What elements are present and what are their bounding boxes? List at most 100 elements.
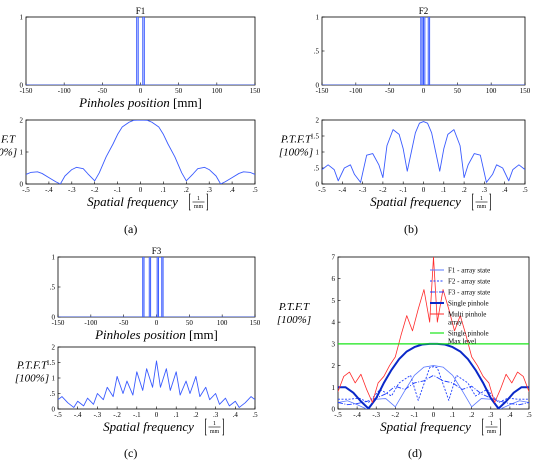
y-tick-label: 1 [316, 149, 320, 157]
x-tick-label: -.1 [411, 411, 419, 419]
y-axis-label: P.T.F.T [16, 360, 48, 372]
x-tick-label: 50 [175, 87, 183, 95]
series-group [58, 360, 255, 408]
x-tick-label: .4 [233, 411, 239, 419]
x-tick-label: 0 [422, 186, 426, 194]
x-tick-label: -100 [84, 319, 97, 327]
series-group [322, 121, 525, 183]
x-tick-label: .5 [252, 411, 258, 419]
x-tick-label: .5 [526, 411, 532, 419]
y-tick-label: 0 [20, 82, 24, 90]
x-unit-denominator: mm [210, 429, 220, 435]
series-line-f2-array-state [338, 366, 529, 403]
x-tick-label: .4 [229, 186, 235, 194]
x-tick-label: .3 [482, 186, 488, 194]
x-tick-label: -.1 [114, 186, 122, 194]
y-tick-label: .5 [50, 390, 56, 398]
x-tick-label: 0 [155, 411, 159, 419]
y-tick-label: 1 [52, 375, 56, 383]
y-tick-label: 1 [52, 254, 56, 262]
x-tick-label: .2 [469, 411, 475, 419]
chart-b_top: -150 -100 -50 0 50 100 150 0 .5 1 F2 [314, 6, 531, 95]
y-tick-label: 2 [20, 117, 24, 125]
x-tick-label: 150 [250, 319, 261, 327]
x-tick-label: -50 [385, 87, 395, 95]
y-axis-unit: [100%] [277, 314, 311, 326]
x-axis-label: Pinholes position [mm] [94, 327, 218, 342]
x-tick-label: 100 [486, 87, 497, 95]
x-tick-label: -.3 [68, 186, 76, 194]
chart-a_bot: -.5 -.4 -.3 -.2 -.1 0 .1 .2 .3 .4 .5 0 1 2 Spatial fre… [0, 117, 258, 211]
x-tick-label: 0 [139, 186, 143, 194]
y-tick-label: 0 [316, 82, 320, 90]
y-tick-label: 1 [20, 14, 24, 22]
x-tick-label: .2 [461, 186, 467, 194]
pinhole-mark [420, 17, 423, 85]
chart-c_top: -150 -100 -50 0 50 100 150 0 .5 1 F3 Pinholes posit… [50, 246, 261, 342]
legend: F1 - array state F2 - array state F3 - arr… [430, 267, 490, 346]
chart-title: F3 [152, 246, 162, 256]
x-tick-label: -150 [20, 87, 33, 95]
x-unit-denominator: mm [194, 204, 204, 210]
x-unit-numerator: 1 [213, 421, 216, 427]
y-tick-label: 3 [332, 340, 336, 348]
y-tick-label: 0 [332, 406, 336, 414]
x-axis-label: Spatial frequency [370, 194, 461, 209]
y-tick-label: .5 [50, 284, 56, 292]
pinhole-mark [161, 257, 164, 317]
y-tick-label: 1.5 [46, 359, 55, 367]
y-tick-label: 0 [20, 181, 24, 189]
x-tick-label: -100 [58, 87, 71, 95]
x-tick-label: -50 [98, 87, 108, 95]
y-tick-label: 2 [52, 344, 56, 352]
y-axis-unit: [100%] [0, 146, 17, 158]
x-tick-label: -.5 [54, 411, 62, 419]
x-tick-label: .2 [184, 186, 190, 194]
x-tick-label: -.1 [399, 186, 407, 194]
x-tick-label: -.3 [94, 411, 102, 419]
series-group [322, 17, 525, 85]
plot-area [57, 256, 256, 318]
legend-label: Multi pinhole [448, 311, 486, 319]
y-axis-label: P.T.F.T [0, 133, 16, 145]
x-axis-label: Spatial frequency [87, 194, 178, 209]
pinhole-mark [423, 17, 426, 85]
x-tick-label: -.4 [353, 411, 361, 419]
x-unit-numerator: 1 [197, 196, 200, 202]
x-unit-brackets [482, 418, 501, 436]
y-tick-label: 1.5 [310, 133, 319, 141]
x-tick-label: -.4 [74, 411, 82, 419]
plot-area [57, 346, 256, 410]
series-line-multi-pinhole-array [338, 257, 529, 403]
panel-label-a: (a) [124, 222, 138, 236]
x-tick-label: 100 [212, 87, 223, 95]
x-axis-label: Pinholes position [mm] [78, 95, 202, 110]
x-tick-label: -50 [119, 319, 129, 327]
y-tick-label: .5 [314, 48, 320, 56]
x-tick-label: .4 [507, 411, 513, 419]
x-tick-label: .1 [174, 411, 180, 419]
x-tick-label: -.2 [113, 411, 121, 419]
legend-label: Single pinhole [448, 300, 489, 308]
x-tick-label: 50 [454, 87, 462, 95]
pinhole-mark [427, 17, 431, 85]
x-tick-label: -.5 [22, 186, 30, 194]
x-tick-label: -.5 [334, 411, 342, 419]
x-unit-brackets [472, 193, 491, 211]
x-tick-label: 0 [432, 411, 436, 419]
chart-b_bot: -.5 -.4 -.3 -.2 -.1 0 .1 .2 .3 .4 .5 0 .5 1 1.5 2 Spatia… [279, 117, 528, 211]
x-tick-label: -.3 [359, 186, 367, 194]
plot-area [25, 119, 256, 185]
y-axis-unit: [100%] [279, 146, 313, 158]
x-unit-numerator: 1 [490, 421, 493, 427]
x-tick-label: 50 [186, 319, 194, 327]
y-axis-label: P.T.F.T [278, 301, 310, 313]
chart-a_top: -150 -100 -50 0 50 100 150 0 1 F1 Pinholes positio… [20, 6, 261, 110]
plot-area [321, 119, 526, 185]
x-tick-label: .1 [441, 186, 447, 194]
x-tick-label: -.2 [379, 186, 387, 194]
series-group [26, 17, 255, 85]
legend-label: array [448, 319, 463, 327]
series-group [338, 257, 529, 409]
x-tick-label: .3 [488, 411, 494, 419]
